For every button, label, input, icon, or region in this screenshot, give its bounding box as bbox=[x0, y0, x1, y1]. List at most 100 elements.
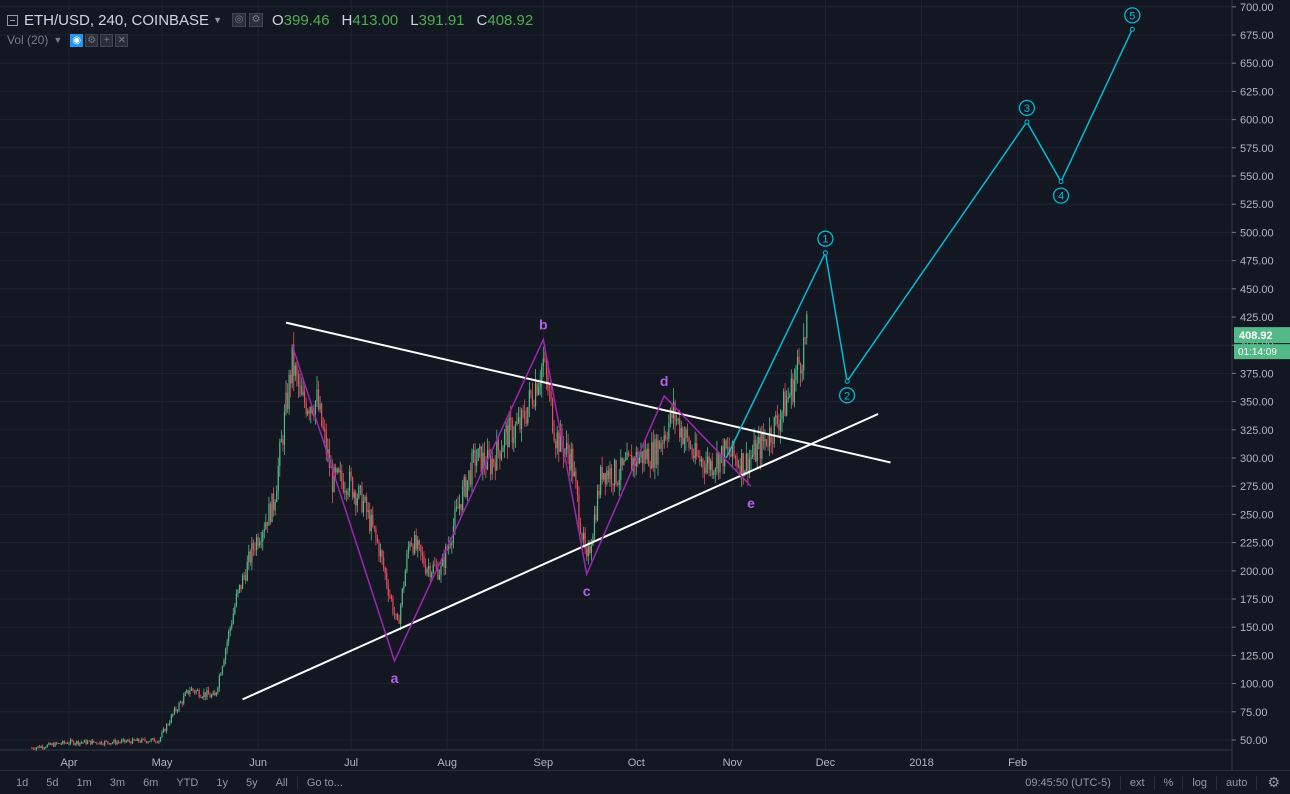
candle-body bbox=[503, 432, 506, 448]
candle-body bbox=[420, 544, 422, 553]
candle-body bbox=[548, 390, 551, 392]
candle-body bbox=[601, 466, 603, 480]
candle-body bbox=[37, 746, 39, 748]
hide-icon[interactable]: ◎ bbox=[231, 13, 246, 27]
ohlc-low: L391.91 bbox=[410, 11, 465, 29]
x-tick-label: Apr bbox=[60, 757, 77, 769]
candle-body bbox=[173, 708, 175, 714]
settings-icon[interactable]: ⚙ bbox=[248, 13, 263, 27]
candle-body bbox=[462, 486, 464, 511]
divider bbox=[1153, 775, 1155, 790]
candle-body bbox=[128, 740, 131, 742]
candle-body bbox=[209, 694, 211, 698]
range-1y[interactable]: 1y bbox=[216, 776, 228, 789]
candle-body bbox=[375, 528, 377, 538]
candle-body bbox=[795, 370, 797, 381]
range-5d[interactable]: 5d bbox=[46, 776, 59, 789]
candle-body bbox=[724, 440, 726, 467]
candle-body bbox=[477, 448, 479, 461]
range-1d[interactable]: 1d bbox=[16, 776, 29, 789]
candle-body bbox=[307, 410, 309, 415]
price-chart[interactable]: 50.00 75.00 100.00 125.00 150.00 175.00 200.00… bbox=[0, 0, 1290, 770]
collapse-legend-icon[interactable] bbox=[7, 14, 18, 26]
candle-body bbox=[614, 460, 616, 486]
candle-body bbox=[43, 747, 45, 749]
candle-body bbox=[727, 447, 729, 449]
candle-body bbox=[694, 443, 696, 459]
candle-body bbox=[355, 492, 357, 506]
candle-body bbox=[753, 440, 755, 455]
candle-body bbox=[220, 673, 222, 676]
candle-body bbox=[417, 540, 419, 549]
candle-body bbox=[421, 552, 423, 556]
range-1m[interactable]: 1m bbox=[76, 776, 92, 789]
range-5y[interactable]: 5y bbox=[245, 776, 258, 789]
candle-body bbox=[474, 450, 476, 466]
candle-body bbox=[116, 742, 118, 744]
gear-icon[interactable]: ⚙ bbox=[1267, 774, 1280, 790]
range-3m[interactable]: 3m bbox=[109, 776, 126, 789]
wave-point bbox=[1024, 119, 1030, 125]
range-all[interactable]: All bbox=[275, 776, 288, 789]
y-tick-label: 150.00 bbox=[1240, 622, 1274, 634]
candle-body bbox=[74, 743, 76, 745]
range-6m[interactable]: 6m bbox=[143, 776, 159, 789]
candle-body bbox=[114, 740, 117, 744]
candle-body bbox=[311, 407, 313, 414]
candle-body bbox=[335, 466, 337, 473]
candle-body bbox=[317, 389, 320, 410]
percent-toggle[interactable]: % bbox=[1163, 776, 1174, 789]
y-tick-label: 225.00 bbox=[1240, 538, 1274, 550]
candle-body bbox=[410, 543, 413, 546]
goto-button[interactable]: Go to... bbox=[306, 776, 343, 789]
candle-body bbox=[505, 425, 507, 433]
candle-body bbox=[621, 457, 623, 465]
y-tick-label: 550.00 bbox=[1240, 171, 1274, 183]
candle-body bbox=[786, 399, 788, 416]
candle-body bbox=[100, 741, 103, 745]
candle-body bbox=[372, 515, 374, 526]
volume-label[interactable]: Vol (20) bbox=[7, 33, 49, 47]
candle-body bbox=[277, 465, 279, 492]
candle-body bbox=[674, 401, 676, 421]
candle-body bbox=[139, 741, 141, 743]
candle-body bbox=[228, 631, 230, 642]
x-tick-label: Dec bbox=[816, 757, 836, 769]
candle-body bbox=[159, 737, 162, 741]
candle-body bbox=[93, 740, 95, 743]
ext-toggle[interactable]: ext bbox=[1129, 776, 1145, 789]
symbol-label[interactable]: ETH/USD, 240, COINBASE bbox=[24, 11, 210, 29]
candle-body bbox=[369, 510, 371, 532]
candle-body bbox=[689, 447, 692, 449]
close-icon[interactable]: ✕ bbox=[115, 33, 129, 47]
chevron-down-icon[interactable]: ▼ bbox=[53, 35, 63, 45]
candle-body bbox=[302, 391, 304, 395]
candle-body bbox=[259, 542, 261, 546]
candle-body bbox=[229, 627, 231, 632]
add-icon[interactable]: + bbox=[100, 33, 114, 47]
candle-body bbox=[660, 443, 662, 449]
candle-body bbox=[57, 743, 59, 744]
divider bbox=[1256, 775, 1258, 790]
candle-body bbox=[276, 491, 278, 502]
candle-body bbox=[493, 459, 495, 463]
candle-body bbox=[85, 740, 87, 744]
chevron-down-icon[interactable]: ▼ bbox=[213, 15, 222, 25]
candle-body bbox=[655, 439, 658, 465]
candle-body bbox=[465, 476, 467, 498]
auto-toggle[interactable]: auto bbox=[1226, 776, 1248, 789]
wave-circle-3 bbox=[1018, 99, 1036, 117]
ohlc-open: O399.46 bbox=[271, 11, 330, 29]
eye-icon[interactable]: ◉ bbox=[70, 33, 84, 47]
y-tick-label: 425.00 bbox=[1240, 312, 1274, 324]
range-ytd[interactable]: YTD bbox=[176, 776, 199, 789]
candle-body bbox=[321, 403, 323, 426]
candle-body bbox=[359, 485, 361, 487]
candle-body bbox=[350, 471, 352, 478]
candle-body bbox=[668, 422, 670, 439]
log-toggle[interactable]: log bbox=[1192, 776, 1208, 789]
clock-display[interactable]: 09:45:50 (UTC-5) bbox=[1025, 776, 1111, 789]
candle-body bbox=[77, 741, 79, 745]
candle-body bbox=[308, 410, 310, 414]
settings-icon[interactable]: ⚙ bbox=[85, 33, 99, 47]
